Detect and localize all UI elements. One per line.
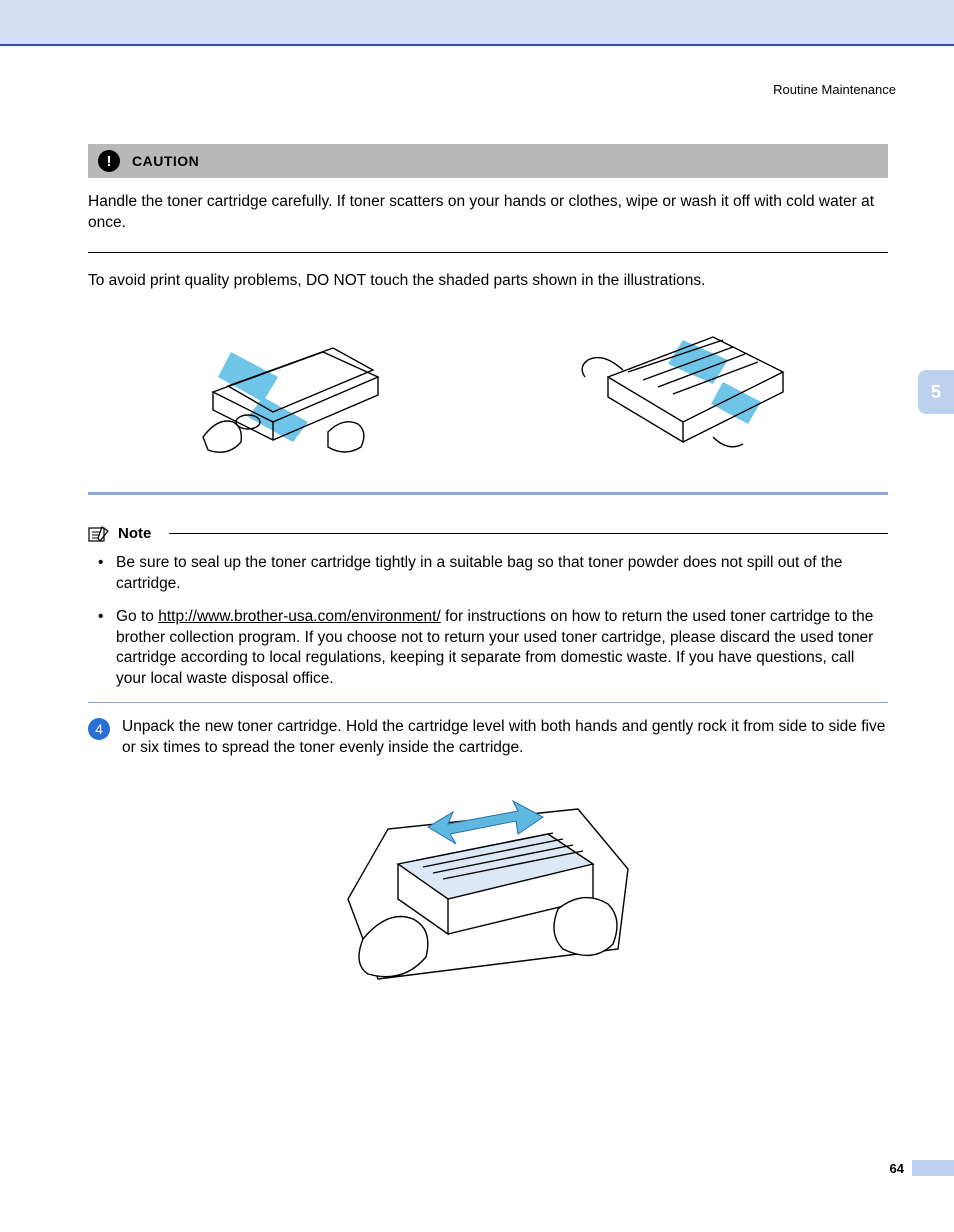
step-4: 4 Unpack the new toner cartridge. Hold t… xyxy=(88,717,888,759)
step-number-badge: 4 xyxy=(88,718,110,740)
page-number: 64 xyxy=(890,1161,904,1176)
page-content: ! CAUTION Handle the toner cartridge car… xyxy=(88,144,888,1009)
caution-label: CAUTION xyxy=(132,153,199,169)
drum-unit-illustration xyxy=(573,322,803,472)
note-b2-pre: Go to xyxy=(116,608,158,625)
section-header: Routine Maintenance xyxy=(773,82,896,97)
warning-text: To avoid print quality problems, DO NOT … xyxy=(88,271,888,292)
note-bullet-2: Go to http://www.brother-usa.com/environ… xyxy=(98,607,888,691)
note-rule xyxy=(169,533,888,534)
caution-text: Handle the toner cartridge carefully. If… xyxy=(88,192,888,234)
caution-bar: ! CAUTION xyxy=(88,144,888,178)
illustration-row xyxy=(88,322,888,472)
page-stub xyxy=(912,1160,954,1176)
note-header: Note xyxy=(88,525,888,543)
caution-icon: ! xyxy=(98,150,120,172)
step-text: Unpack the new toner cartridge. Hold the… xyxy=(122,717,888,759)
note-bullet-1: Be sure to seal up the toner cartridge t… xyxy=(98,553,888,595)
page-number-bar: 64 xyxy=(890,1160,954,1176)
section-divider xyxy=(88,492,888,495)
note-icon xyxy=(88,525,110,543)
chapter-tab: 5 xyxy=(918,370,954,414)
note-end-divider xyxy=(88,702,888,703)
divider xyxy=(88,252,888,253)
top-band xyxy=(0,0,954,46)
note-list: Be sure to seal up the toner cartridge t… xyxy=(88,553,888,691)
toner-cartridge-illustration xyxy=(173,322,403,472)
step-illustration-wrap xyxy=(88,779,888,1009)
note-label: Note xyxy=(118,525,151,542)
note-b2-link[interactable]: http://www.brother-usa.com/environment/ xyxy=(158,608,441,625)
rock-cartridge-illustration xyxy=(318,779,658,1009)
